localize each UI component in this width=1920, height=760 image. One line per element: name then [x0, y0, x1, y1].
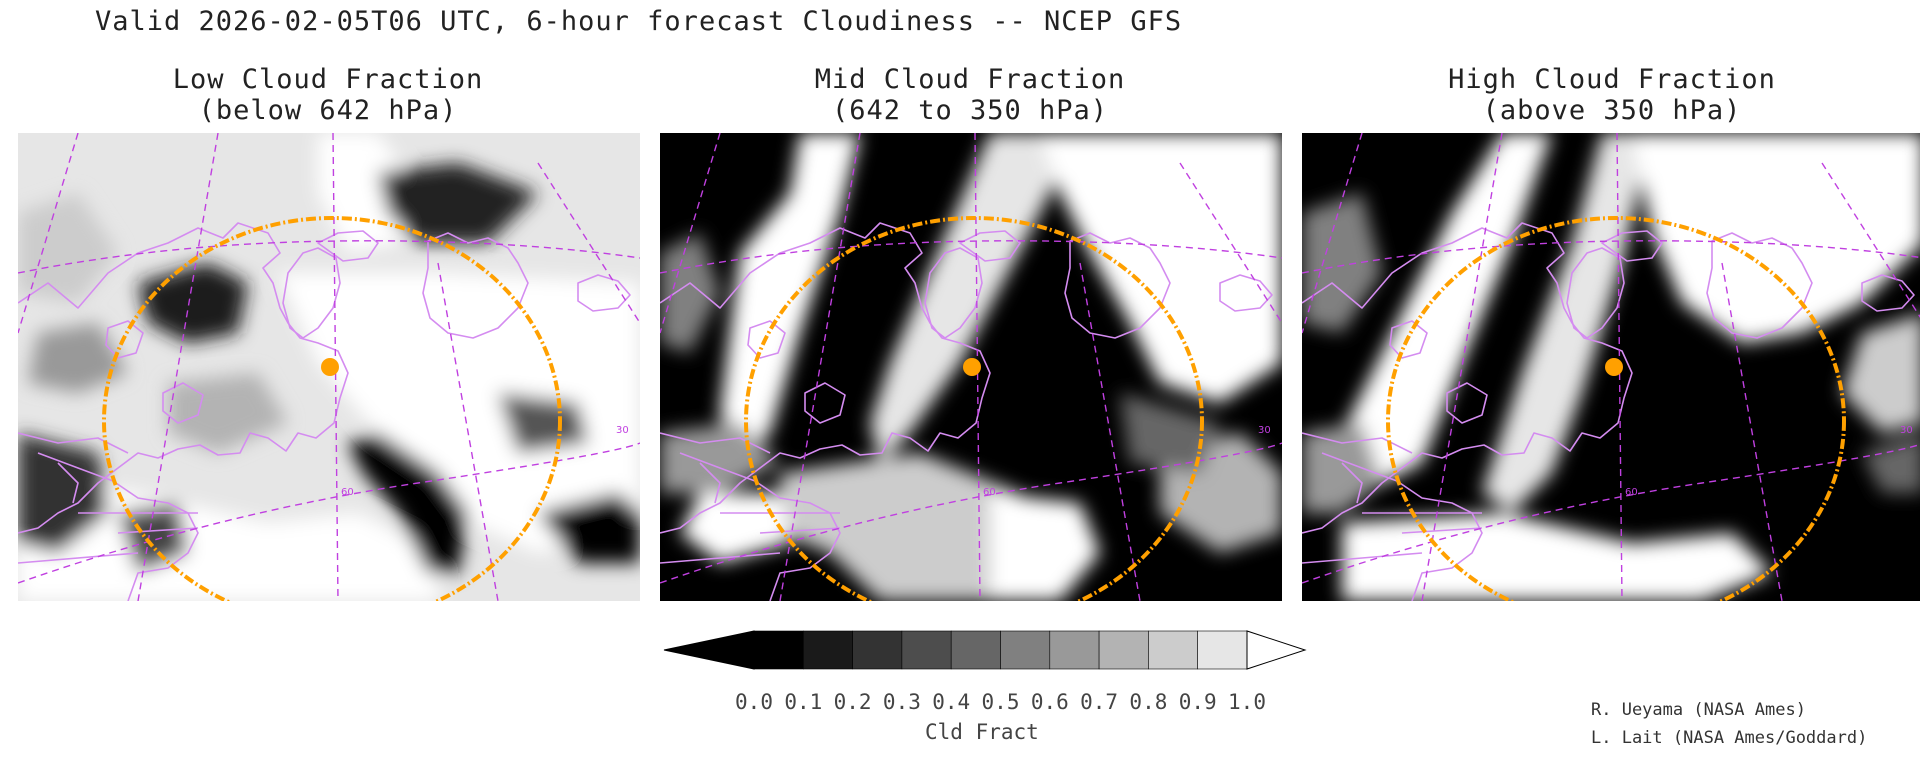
lon-label: 30 — [616, 425, 629, 436]
colorbar-tick-label: 0.3 — [882, 690, 921, 714]
colorbar-tick-label: 0.5 — [981, 690, 1020, 714]
station-marker — [963, 358, 981, 376]
colorbar-segment — [901, 630, 952, 670]
colorbar-segment — [1000, 630, 1051, 670]
credit-author-2: L. Lait (NASA Ames/Goddard) — [1591, 728, 1868, 748]
colorbar-tick-label: 0.6 — [1030, 690, 1069, 714]
colorbar-segment — [1148, 630, 1198, 670]
range-ring — [102, 216, 562, 601]
colorbar — [662, 627, 1307, 677]
high-cloud-map: 60 30 — [1302, 133, 1920, 601]
colorbar-tick-label: 1.0 — [1228, 690, 1266, 714]
lat-label: 60 — [1625, 487, 1638, 498]
credit-author-1: R. Ueyama (NASA Ames) — [1591, 700, 1806, 720]
range-ring — [744, 216, 1204, 601]
station-marker — [1605, 358, 1623, 376]
colorbar-segment — [1197, 630, 1248, 670]
panel-title-high: High Cloud Fraction (above 350 hPa) — [1448, 64, 1776, 126]
panel-title-low: Low Cloud Fraction (below 642 hPa) — [172, 64, 484, 126]
colorbar-tick-label: 0.7 — [1080, 690, 1119, 714]
colorbar-tick-label: 0.4 — [932, 690, 971, 714]
mid-cloud-map: 60 30 — [660, 133, 1282, 601]
panel-title-mid: Mid Cloud Fraction (642 to 350 hPa) — [814, 64, 1126, 126]
colorbar-under-arrow — [663, 630, 755, 670]
colorbar-tick-label: 0.9 — [1178, 690, 1217, 714]
lon-label: 30 — [1900, 425, 1913, 436]
colorbar-segment — [950, 630, 1001, 670]
colorbar-segment — [1049, 630, 1100, 670]
colorbar-segment — [1098, 630, 1149, 670]
main-title: Valid 2026-02-05T06 UTC, 6-hour forecast… — [95, 6, 1183, 37]
colorbar-tick-label: 0.2 — [833, 690, 872, 714]
colorbar-segment — [852, 630, 903, 670]
lat-label: 60 — [983, 487, 996, 498]
lat-label: 60 — [341, 487, 354, 498]
station-marker — [321, 358, 339, 376]
range-ring — [1386, 216, 1846, 601]
colorbar-segment — [803, 630, 853, 670]
colorbar-tick-label: 0.1 — [784, 690, 823, 714]
colorbar-segment — [753, 630, 804, 670]
lon-label: 30 — [1258, 425, 1271, 436]
colorbar-tick-labels: 0.0 0.1 0.2 0.3 0.4 0.5 0.6 0.7 0.8 0.9 1.0 — [0, 690, 1920, 720]
colorbar-tick-label: 0.8 — [1129, 690, 1168, 714]
low-cloud-map: 60 30 — [18, 133, 640, 601]
colorbar-label: Cld Fract — [925, 720, 1039, 744]
colorbar-tick-label: 0.0 — [735, 690, 773, 714]
colorbar-over-arrow — [1246, 630, 1307, 670]
